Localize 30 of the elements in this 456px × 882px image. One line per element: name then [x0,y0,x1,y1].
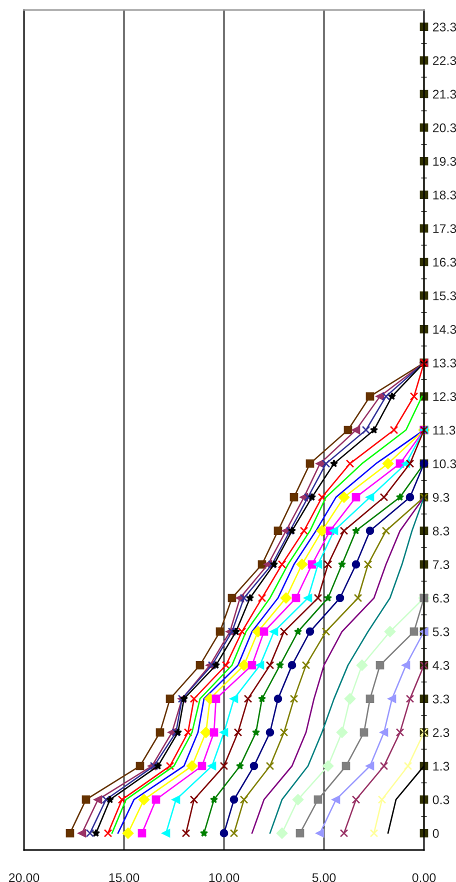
y-tick-label: 1.3 [433,762,450,771]
y-tick-label: 21.3 [432,90,456,99]
y-tick-label: 13.3 [433,358,456,368]
y-tick-label: 9.3 [432,493,450,502]
y-tick-label: 5.3 [432,627,450,636]
y-tick-label: 23.3 [432,22,456,32]
y-tick-label: 7.3 [432,560,450,570]
y-tick-label: 18.3 [433,190,456,200]
y-tick-label: 22.3 [432,56,456,66]
y-tick-label: 8.3 [432,526,450,536]
x-tick-label: 20.00 [8,873,40,882]
x-tick-label: 5.00 [312,873,336,882]
y-tick-label: 4.3 [432,661,450,670]
y-tick-label: 3.3 [432,694,450,704]
y-tick-label: 0 [432,829,439,838]
y-tick-label: 2.3 [432,728,450,738]
x-tick-label: 0.00 [412,873,436,882]
y-tick-label: 11.3 [433,426,456,435]
y-tick-label: 12.3 [433,392,456,402]
y-tick-label: 6.3 [432,594,450,603]
y-tick-label: 17.3 [433,224,456,234]
y-tick-label: 0.3 [432,795,450,804]
y-tick-label: 19.3 [433,157,456,166]
y-tick-label: 16.3 [433,258,456,267]
y-tick-label: 20.3 [432,123,456,132]
x-tick-label: 10.00 [209,873,240,882]
y-tick-label: 10.3 [433,459,456,468]
x-tick-label: 15.00 [109,873,140,882]
y-tick-label: 15.3 [433,291,456,300]
y-tick-label: 14.3 [433,325,456,334]
